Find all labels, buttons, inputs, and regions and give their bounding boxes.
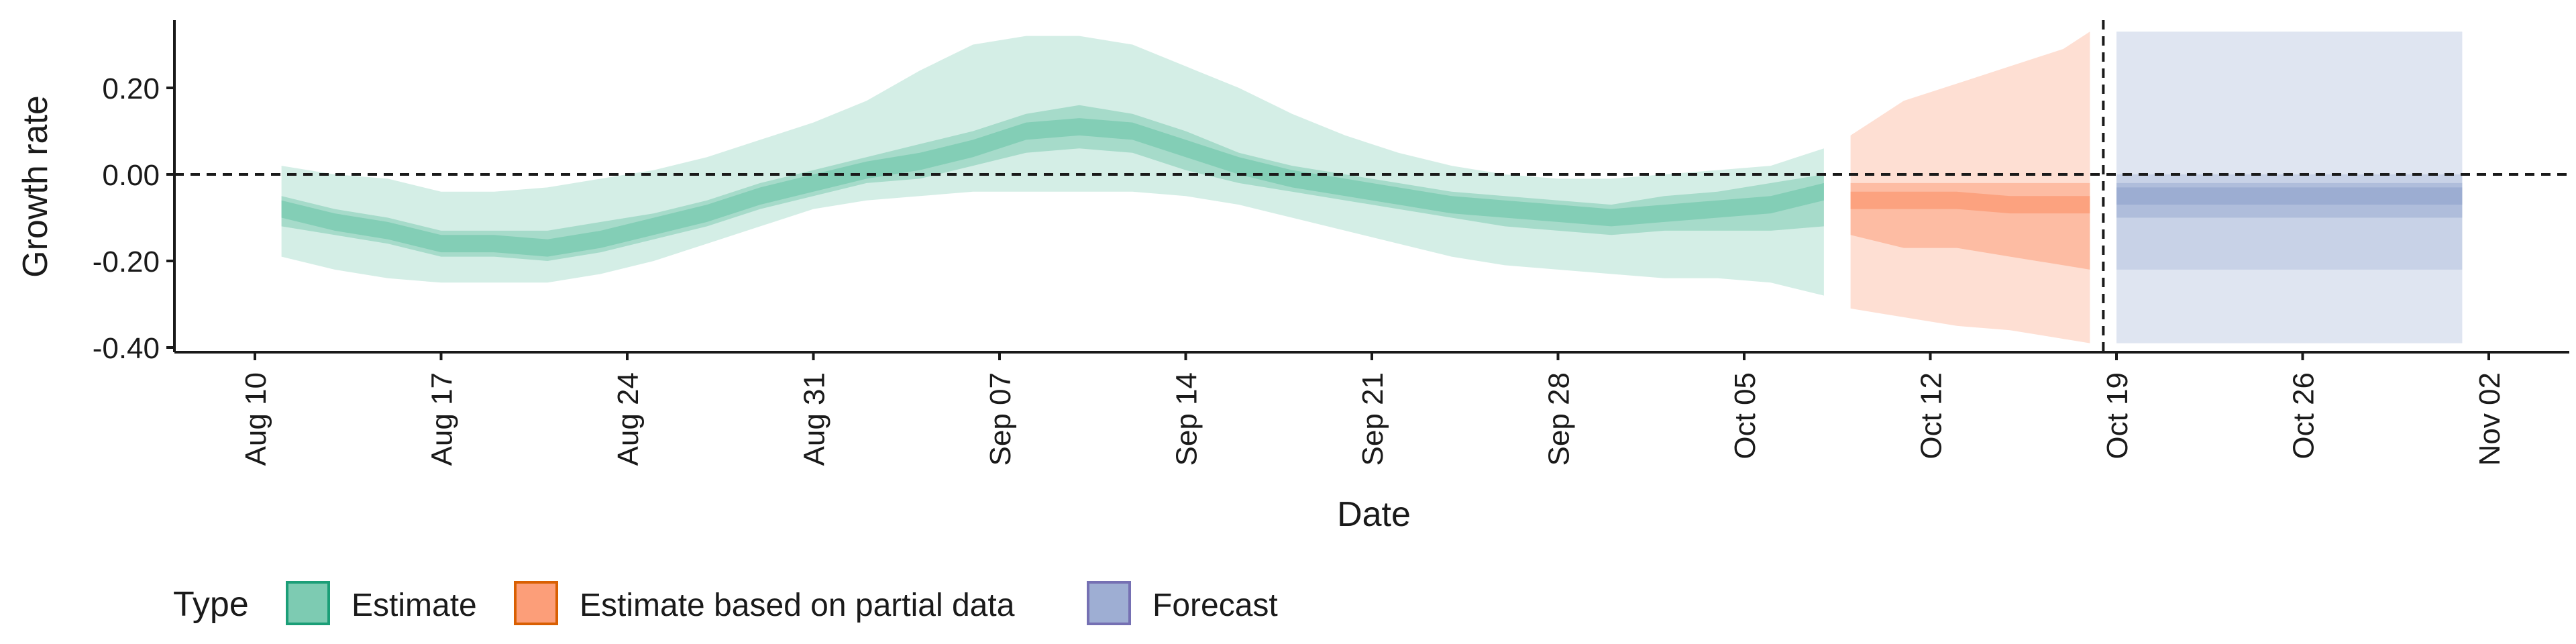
band-median-forecast xyxy=(2116,187,2463,205)
legend-title: Type xyxy=(173,585,249,624)
x-tick-label: Oct 26 xyxy=(2288,372,2320,460)
legend-label-estimate-based-on-partial-data: Estimate based on partial data xyxy=(580,588,1015,623)
x-tick-label: Oct 19 xyxy=(2101,372,2134,460)
legend-swatch-forecast xyxy=(1087,581,1131,625)
x-tick-label: Sep 14 xyxy=(1171,372,1203,466)
y-axis-title: Growth rate xyxy=(16,95,55,278)
x-tick-label: Sep 21 xyxy=(1356,372,1389,466)
y-tick-label: -0.40 xyxy=(93,332,160,365)
legend-swatch-estimate-based-on-partial-data xyxy=(514,581,558,625)
series-forecast xyxy=(2116,32,2463,343)
band-median-estimate xyxy=(281,118,1824,257)
band-layer xyxy=(281,32,2463,343)
legend: Type Estimate Estimate based on partial d… xyxy=(173,581,1278,625)
x-tick-label: Sep 28 xyxy=(1543,372,1576,466)
x-tick-label: Nov 02 xyxy=(2473,372,2506,466)
x-tick-label: Aug 10 xyxy=(239,372,272,466)
axes: -0.40 -0.20 0.00 0.20 Aug 10 Aug 17 Aug 24 Aug … xyxy=(93,20,2569,466)
legend-swatch-estimate xyxy=(286,581,330,625)
series-estimate-based-on-partial-data xyxy=(1850,32,2090,343)
x-tick-label: Aug 31 xyxy=(798,372,831,466)
y-tick-label: 0.20 xyxy=(102,72,160,105)
band-90-estimate-based-on-partial-data xyxy=(1850,32,2090,343)
legend-label-forecast: Forecast xyxy=(1152,588,1278,623)
y-tick-label: 0.00 xyxy=(102,159,160,192)
band-median-estimate-based-on-partial-data xyxy=(1850,191,2090,214)
x-tick-label: Oct 05 xyxy=(1729,372,1762,460)
x-axis-title: Date xyxy=(1337,495,1411,534)
x-tick-label: Oct 12 xyxy=(1915,372,1948,460)
reference-lines xyxy=(174,20,2569,352)
legend-label-estimate: Estimate xyxy=(352,588,477,623)
x-tick-label: Aug 17 xyxy=(426,372,459,466)
x-tick-label: Sep 07 xyxy=(984,372,1017,466)
band-outer-forecast xyxy=(2116,32,2463,343)
x-tick-label: Aug 24 xyxy=(612,372,645,466)
y-tick-label: -0.20 xyxy=(93,246,160,278)
series-estimate xyxy=(281,36,1824,296)
